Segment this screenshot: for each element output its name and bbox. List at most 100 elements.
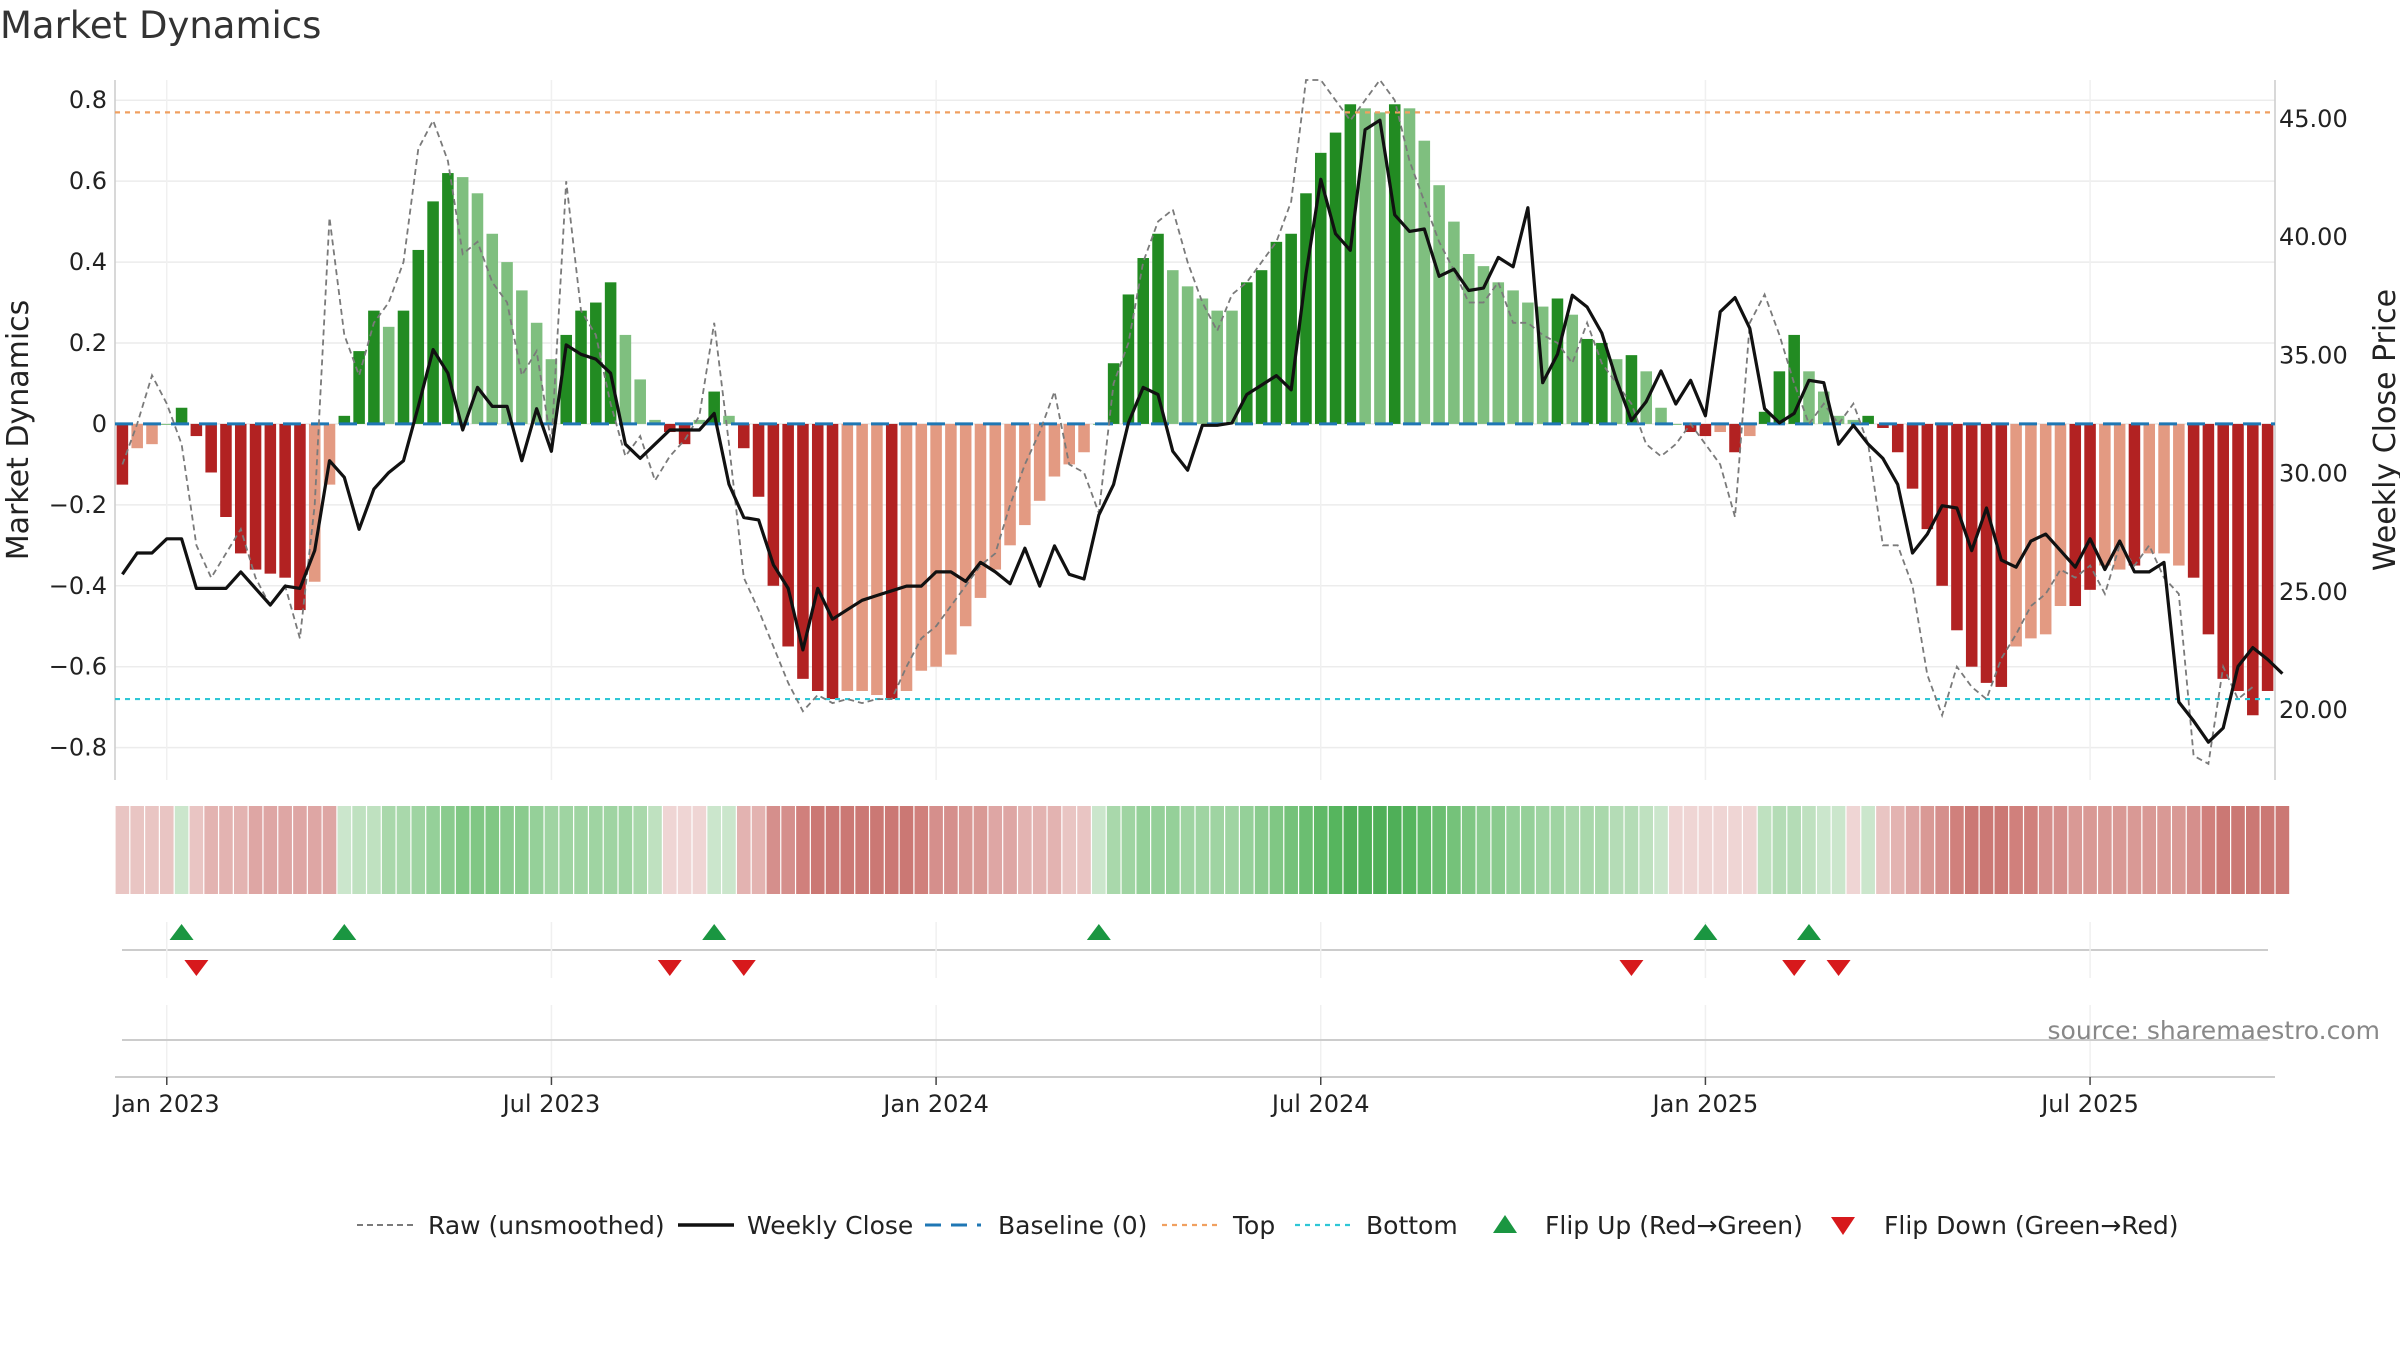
bar-33 — [604, 282, 617, 424]
strip-cell-8 — [233, 806, 248, 894]
strip-cell-136 — [2127, 806, 2142, 894]
strip-cell-91 — [1461, 806, 1476, 894]
strip-cell-37 — [662, 806, 677, 894]
bar-41 — [723, 415, 735, 424]
strip-cell-111 — [1757, 806, 1772, 894]
strip-cell-80 — [1299, 806, 1313, 894]
bar-18 — [382, 326, 395, 424]
y-right-tick-label: 35.00 — [2279, 341, 2348, 369]
bar-25 — [486, 233, 499, 424]
strip-cell-93 — [1491, 806, 1506, 894]
strip-cell-123 — [1935, 806, 1949, 894]
raw-unsmoothed-line — [121, 78, 2254, 766]
strip-cell-28 — [529, 806, 544, 894]
bar-135 — [2113, 423, 2126, 570]
strip-cell-44 — [766, 806, 781, 894]
strip-cell-33 — [603, 806, 618, 894]
strip-cell-65 — [1077, 806, 1091, 894]
strip-cell-87 — [1402, 806, 1417, 894]
bar-137 — [2143, 423, 2156, 554]
strip-cell-102 — [1624, 806, 1639, 894]
strip-cell-109 — [1728, 806, 1742, 894]
strip-cell-19 — [396, 806, 411, 894]
bar-117 — [1847, 419, 1860, 424]
strip-cell-92 — [1476, 806, 1491, 894]
strip-cell-131 — [2053, 806, 2068, 894]
bar-110 — [1744, 423, 1756, 437]
strip-cell-34 — [618, 806, 633, 894]
bar-34 — [619, 334, 632, 424]
y-right-axis-label: Weekly Close Price — [2368, 289, 2400, 571]
bar-3 — [161, 423, 173, 425]
bar-11 — [279, 423, 291, 578]
y-left-ticks: 0.8 0.6 0.4 0.2 0 −0.2 −0.4 −0.6 −0.8 — [49, 86, 107, 761]
flip-down-marker — [1826, 960, 1851, 976]
reference-lines — [115, 111, 2275, 701]
bar-97 — [1551, 298, 1564, 424]
strip-cell-43 — [751, 806, 766, 894]
strip-cell-3 — [159, 806, 174, 894]
flip-down-marker — [731, 960, 756, 976]
strip-cell-13 — [307, 806, 322, 894]
bar-63 — [1048, 423, 1061, 477]
strip-cell-17 — [367, 806, 381, 894]
strip-cell-64 — [1062, 806, 1077, 894]
bar-53 — [900, 423, 913, 691]
bar-23 — [456, 177, 469, 424]
strip-cell-41 — [722, 806, 736, 894]
bar-32 — [590, 302, 602, 424]
x-tick-label: Jul 2025 — [2039, 1090, 2139, 1118]
bar-6 — [205, 423, 217, 473]
bar-64 — [1063, 423, 1076, 465]
legend-label-2: Baseline (0) — [998, 1211, 1147, 1240]
y-left-tick-label: 0.2 — [69, 329, 107, 357]
strip-cell-74 — [1210, 806, 1224, 894]
bar-27 — [516, 290, 528, 424]
bar-42 — [737, 423, 750, 449]
legend-label-3: Top — [1232, 1211, 1275, 1240]
strip-cell-82 — [1328, 806, 1343, 894]
bar-93 — [1492, 282, 1505, 424]
bar-12 — [294, 423, 306, 611]
flip-up-marker — [1086, 924, 1111, 940]
strip-cell-139 — [2172, 806, 2186, 894]
strip-cell-9 — [248, 806, 263, 894]
strip-cell-134 — [2098, 806, 2112, 894]
bar-50 — [856, 423, 868, 691]
legend-swatch-6 — [1831, 1217, 1855, 1235]
bar-75 — [1226, 310, 1238, 424]
strip-cell-1 — [130, 806, 144, 894]
y-left-tick-label: 0.6 — [69, 167, 107, 195]
strip-cell-83 — [1343, 806, 1358, 894]
strip-cell-90 — [1447, 806, 1461, 894]
strip-cell-30 — [559, 806, 574, 894]
bar-48 — [826, 423, 839, 700]
strip-cell-68 — [1121, 806, 1136, 894]
y-right-tick-label: 20.00 — [2279, 696, 2348, 724]
bar-131 — [2054, 423, 2067, 607]
strip-cell-38 — [677, 806, 692, 894]
strip-cell-67 — [1106, 806, 1121, 894]
bar-59 — [989, 423, 1002, 570]
bar-16 — [353, 351, 365, 424]
y-left-tick-label: −0.6 — [49, 653, 107, 681]
strip-cell-57 — [958, 806, 973, 894]
strip-cell-117 — [1846, 806, 1861, 894]
strip-cell-24 — [470, 806, 485, 894]
strip-cell-23 — [455, 806, 470, 894]
strip-cell-125 — [1964, 806, 1979, 894]
weekly-close-path — [121, 118, 2284, 744]
bar-84 — [1359, 108, 1371, 424]
legend-swatch-5 — [1493, 1215, 1517, 1233]
bar-106 — [1684, 423, 1697, 433]
strip-cell-81 — [1313, 806, 1328, 894]
bar-24 — [471, 193, 484, 424]
bottom-panel — [115, 1005, 2275, 1078]
bar-37 — [664, 423, 676, 433]
bar-14 — [323, 423, 336, 485]
y-right-tick-label: 40.00 — [2279, 223, 2348, 251]
flip-up-marker — [332, 924, 357, 940]
bar-88 — [1418, 140, 1431, 424]
strip-cell-101 — [1609, 806, 1624, 894]
legend: Raw (unsmoothed) Weekly Close Baseline (0)… — [357, 1211, 2179, 1240]
